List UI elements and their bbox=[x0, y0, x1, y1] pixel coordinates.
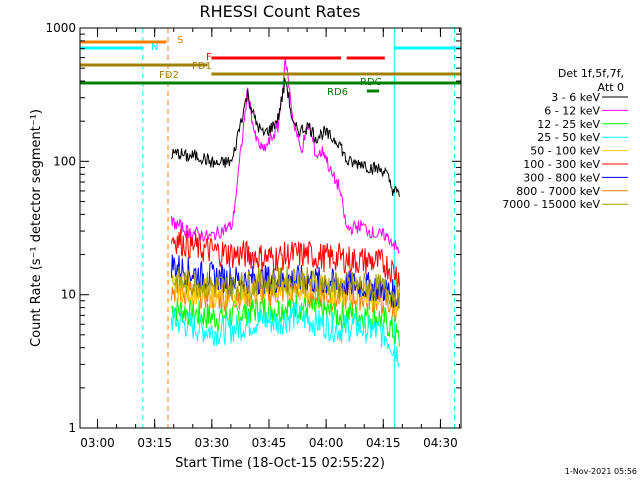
series-line-0 bbox=[170, 77, 400, 197]
legend-label-6: 300 - 800 keV bbox=[523, 171, 600, 184]
legend-label-4: 50 - 100 keV bbox=[530, 145, 600, 158]
x-tick-label-6: 04:30 bbox=[423, 436, 458, 450]
series-line-8 bbox=[171, 266, 400, 309]
y-axis-label: Count Rate (s⁻¹ detector segment⁻¹) bbox=[29, 109, 44, 347]
flag-label-5: RD6 bbox=[327, 87, 348, 98]
legend-label-1: 6 - 12 keV bbox=[544, 104, 600, 117]
flag-label-6: RDC bbox=[360, 77, 382, 88]
legend-label-5: 100 - 300 keV bbox=[523, 158, 600, 171]
footer-date: 1-Nov-2021 05:56 bbox=[565, 467, 637, 476]
series-line-2 bbox=[170, 292, 400, 347]
x-tick-label-3: 03:45 bbox=[252, 436, 287, 450]
flag-label-2: F bbox=[206, 52, 212, 63]
legend-header-line-2: Att 0 bbox=[598, 81, 624, 94]
y-tick-label-1: 10 bbox=[61, 288, 76, 302]
y-tick-label-0: 1 bbox=[68, 421, 76, 435]
legend-label-3: 25 - 50 keV bbox=[537, 131, 600, 144]
legend-label-0: 3 - 6 keV bbox=[551, 91, 600, 104]
x-tick-label-2: 03:30 bbox=[195, 436, 230, 450]
x-tick-label-4: 04:00 bbox=[309, 436, 344, 450]
legend-label-8: 7000 - 15000 keV bbox=[502, 198, 600, 211]
flag-label-4: FD2 bbox=[159, 70, 179, 81]
series-line-5 bbox=[170, 228, 400, 288]
legend-label-2: 12 - 25 keV bbox=[537, 118, 600, 131]
x-tick-label-5: 04:15 bbox=[366, 436, 401, 450]
flag-label-3: FD1 bbox=[192, 61, 212, 72]
x-axis-label: Start Time (18-Oct-15 02:55:22) bbox=[175, 456, 385, 471]
flag-label-1: N bbox=[151, 42, 158, 53]
plot-frame bbox=[79, 27, 462, 429]
chart-title: RHESSI Count Rates bbox=[200, 2, 361, 21]
x-tick-label-1: 03:15 bbox=[137, 436, 172, 450]
legend-label-7: 800 - 7000 keV bbox=[516, 185, 600, 198]
flag-label-0: S bbox=[177, 35, 183, 46]
y-tick-label-2: 100 bbox=[53, 154, 76, 168]
y-tick-label-3: 1000 bbox=[45, 21, 76, 35]
legend-header-line-1: Det 1f,5f,7f, bbox=[558, 67, 624, 80]
series-line-3 bbox=[170, 301, 400, 368]
x-tick-label-0: 03:00 bbox=[80, 436, 115, 450]
axes: 1 10 100 1000 03:00 03:15 03:30 03:45 04:00 04:15… bbox=[45, 21, 461, 450]
